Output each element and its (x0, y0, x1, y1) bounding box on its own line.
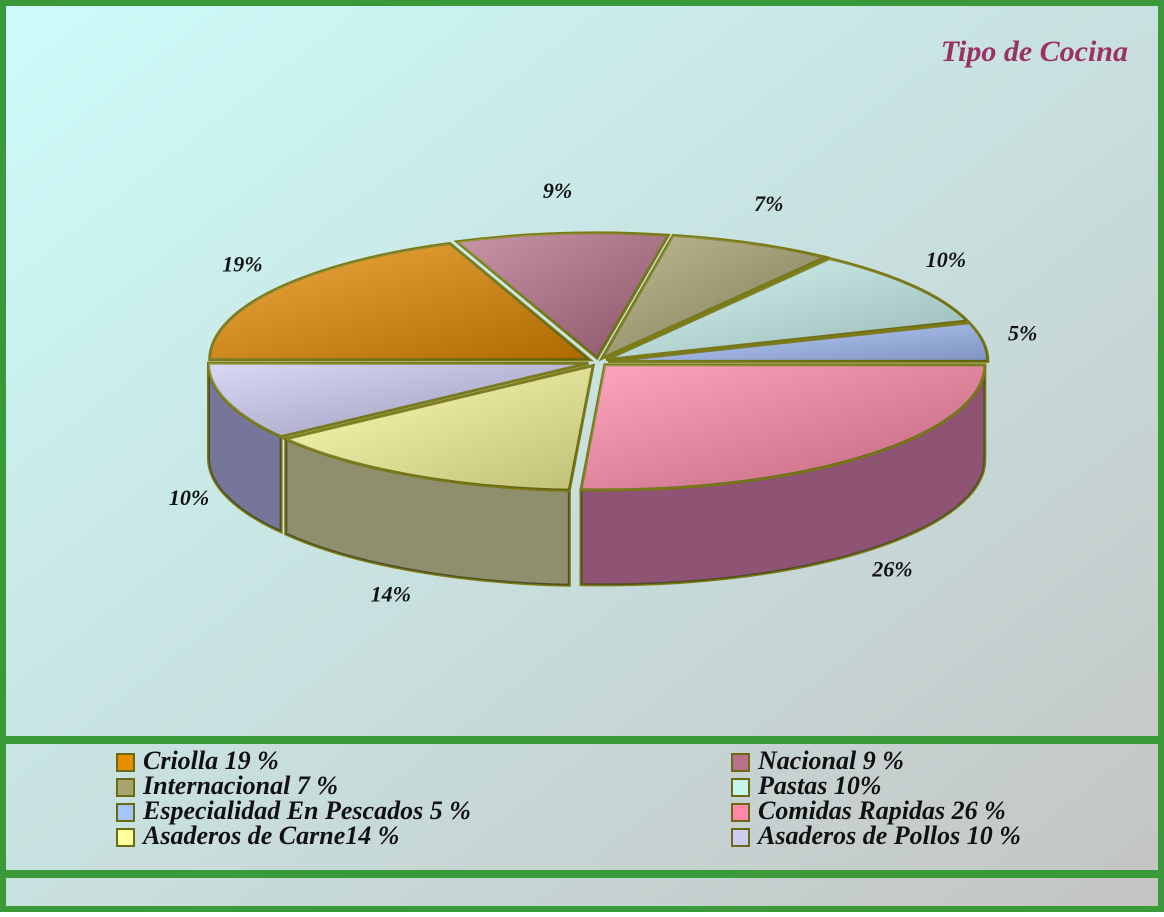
legend-swatch (116, 753, 135, 772)
slice-shine (457, 233, 669, 359)
legend-swatch (731, 803, 750, 822)
legend-label: Criolla 19 % (143, 746, 279, 775)
legend-label: Asaderos de Pollos 10 % (756, 821, 1021, 850)
slice-shine (606, 258, 968, 360)
legend-label: Comidas Rapidas 26 % (758, 796, 1006, 825)
legend-label: Asaderos de Carne14 % (141, 821, 399, 850)
legend-label: Internacional 7 % (142, 771, 338, 800)
data-label: 7% (754, 191, 783, 216)
legend-label: Pastas 10% (757, 771, 882, 800)
data-label: 10% (926, 247, 966, 272)
data-label: 14% (371, 582, 411, 607)
data-label: 10% (169, 485, 209, 510)
legend-label: Nacional 9 % (757, 746, 904, 775)
legend-swatch (731, 753, 750, 772)
slice-shine (209, 243, 590, 360)
side-shade (285, 438, 570, 586)
slice-shine (208, 363, 589, 437)
footer-separator (6, 870, 1158, 878)
data-label: 26% (871, 556, 912, 581)
legend-swatch (116, 803, 135, 822)
slice-shine (601, 235, 826, 359)
slice-shine (607, 322, 988, 362)
data-label: 5% (1008, 320, 1037, 345)
legend-label: Especialidad En Pescados 5 % (142, 796, 471, 825)
legend-swatch (731, 828, 750, 847)
legend-swatch (116, 828, 135, 847)
legend-separator (6, 736, 1158, 744)
legend-swatch (116, 778, 135, 797)
slice-shine (285, 365, 594, 491)
side-shade (580, 364, 985, 585)
chart-title: Tipo de Cocina (941, 35, 1128, 68)
slice-shine (580, 364, 985, 490)
legend-swatch (731, 778, 750, 797)
data-label: 9% (543, 178, 572, 203)
side-shade (208, 363, 282, 532)
data-label: 19% (222, 251, 262, 276)
